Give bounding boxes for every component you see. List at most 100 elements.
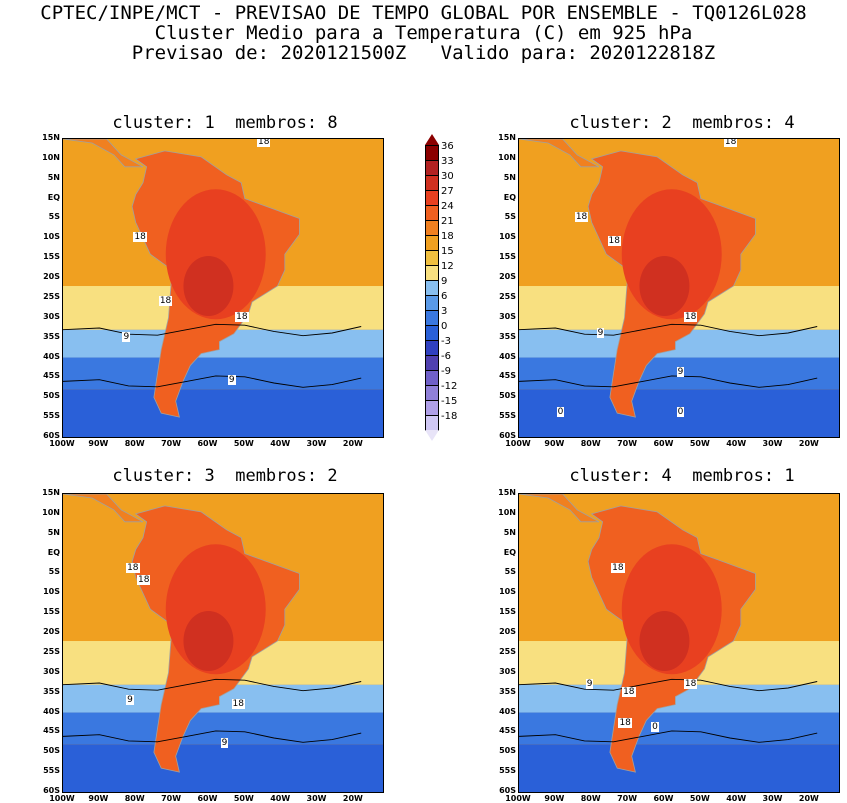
contour-label: 18 [574,212,589,223]
contour-label: 9 [126,694,134,705]
colorbar-segment [425,370,439,386]
contour-label: 18 [683,311,698,322]
lat-tick-label: 15S [43,607,60,617]
colorbar-segment [425,385,439,401]
temperature-band [519,744,839,792]
lat-tick-label: 5S [48,212,60,222]
contour-label: 18 [257,138,271,147]
lon-tick-label: 80W [580,794,601,803]
lon-tick-label: 90W [544,439,565,448]
lat-tick-label: 5N [47,172,60,182]
contour-label: 9 [585,678,594,689]
lon-tick-label: 70W [161,439,182,448]
lat-tick-label: 15S [43,252,60,262]
colorbar-segment [425,280,439,296]
lat-tick-label: 15N [498,133,516,142]
colorbar-label: 21 [441,216,454,227]
contour-line [519,730,818,743]
lat-tick-label: 35S [499,686,516,696]
lat-tick-label: 30S [43,311,60,321]
lat-tick-label: 5N [503,527,516,537]
contour-label: 9 [220,738,229,749]
lat-tick-label: 10N [498,507,516,517]
colorbar-segment [425,160,439,176]
hottest-core-region [183,256,234,317]
colorbar-segment [425,190,439,206]
lat-tick-label: 45S [43,726,60,736]
lat-tick-label: 20S [43,627,60,637]
lat-tick-label: 5S [48,567,60,577]
lon-tick-label: 60W [653,439,674,448]
lat-tick-label: 25S [43,646,60,656]
temperature-band [63,744,383,792]
contour-label: 18 [126,563,140,574]
lat-tick-label: 25S [43,291,60,301]
panel-title-3: cluster: 3 membros: 2 [112,466,338,486]
lon-tick-label: 100W [505,794,531,803]
hottest-core-region [183,611,234,672]
colorbar-label: 0 [441,321,448,332]
contour-label: 18 [231,698,245,709]
lat-tick-label: 35S [43,686,60,696]
contour-label: 18 [235,311,249,322]
panel-title-1: cluster: 1 membros: 8 [112,113,338,133]
lat-tick-label: 55S [43,766,60,776]
contour-label: 18 [683,678,698,689]
colorbar-segment [425,355,439,371]
lat-tick-label: 10N [42,152,60,162]
contour-label: 18 [723,138,738,147]
central-america-land [519,494,600,523]
lat-tick-label: 30S [499,666,516,676]
central-america-land [519,139,600,168]
contour-line [63,323,362,337]
colorbar-segment [425,400,439,416]
header-line-3: Previsao de: 2020121500Z Valido para: 20… [131,42,716,64]
lon-tick-label: 100W [505,439,531,448]
lat-tick-label: EQ [47,547,60,557]
lat-tick-label: 30S [43,666,60,676]
contour-label: 9 [676,367,685,378]
lat-tick-label: 50S [499,746,516,756]
lat-tick-label: 50S [499,391,516,401]
lat-tick-label: 10S [43,587,60,597]
lon-tick-label: 100W [49,794,75,803]
lat-tick-label: 55S [499,411,516,421]
contour-label: 9 [122,331,131,342]
colorbar-label: 27 [441,186,454,197]
lat-tick-label: 45S [499,726,516,736]
contour-label: 18 [618,718,632,729]
colorbar-segment [425,250,439,266]
lat-tick-label: 60S [43,431,60,440]
lat-tick-label: 35S [43,331,60,341]
lon-tick-label: 80W [124,794,145,803]
lat-tick-label: 40S [499,706,516,716]
lon-tick-label: 30W [762,439,783,448]
contour-label: 9 [227,375,236,386]
lon-tick-label: 90W [544,794,565,803]
colorbar-label: 30 [441,171,454,182]
lat-tick-label: 20S [43,272,60,282]
contour-line [63,678,362,692]
lat-tick-label: 25S [499,646,516,656]
panel-title-4: cluster: 4 membros: 1 [569,466,795,486]
colorbar-label: 18 [441,231,454,242]
colorbar-label: -6 [441,351,451,362]
lat-tick-label: 10S [43,232,60,242]
lat-tick-label: 55S [499,766,516,776]
contour-label: 18 [158,295,173,306]
lon-tick-label: 40W [726,794,747,803]
lat-tick-label: 50S [43,746,60,756]
colorbar-segment [425,415,439,431]
lon-tick-label: 30W [306,794,327,803]
lat-tick-label: 40S [499,351,516,361]
colorbar-label: 24 [441,201,454,212]
lon-tick-label: 60W [653,794,674,803]
colorbar-segment [425,310,439,326]
lat-tick-label: 15S [499,252,516,262]
map-panel-2: 18 18 18 18 9 9 0 0 [518,138,840,438]
lon-tick-label: 20W [342,794,363,803]
central-america-land [63,494,144,523]
colorbar-top-arrow [425,134,439,145]
lon-tick-label: 40W [270,439,291,448]
lon-tick-label: 30W [762,794,783,803]
